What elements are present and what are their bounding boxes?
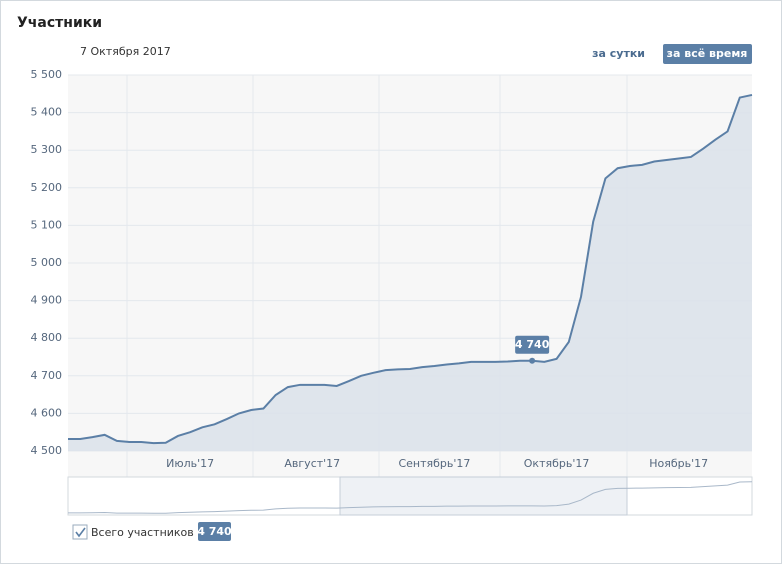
x-tick-label: Ноябрь'17 (649, 457, 708, 470)
range-button-bg[interactable] (663, 44, 752, 64)
value-label: 4 740 (515, 338, 550, 351)
y-tick-label: 5 000 (31, 256, 63, 269)
area (68, 94, 752, 451)
y-tick-label: 5 300 (31, 143, 63, 156)
range-button[interactable]: за всё время (667, 47, 748, 60)
y-tick-label: 5 200 (31, 181, 63, 194)
legend-badge (198, 522, 231, 541)
y-tick-label: 4 800 (31, 331, 63, 344)
x-tick-label: Октябрь'17 (524, 457, 590, 470)
y-tick-label: 5 100 (31, 218, 63, 231)
y-tick-label: 4 700 (31, 369, 63, 382)
navigator-line (68, 481, 753, 514)
x-tick-label: Сентябрь'17 (398, 457, 470, 470)
y-tick-label: 4 900 (31, 294, 63, 307)
point-marker (529, 357, 536, 364)
date-label: 7 Октября 2017 (80, 45, 171, 58)
range-button[interactable]: за сутки (592, 47, 645, 60)
y-tick-label: 5 400 (31, 106, 63, 119)
value-label-bg (515, 335, 550, 354)
legend-value: 4 740 (197, 525, 232, 538)
chart-title: Участники (17, 15, 102, 31)
legend-label[interactable]: Всего участников (91, 526, 194, 539)
x-tick-label: Июль'17 (166, 457, 214, 470)
legend-checkbox[interactable] (72, 524, 88, 540)
y-tick-label: 5 500 (31, 68, 63, 81)
navigator-window[interactable] (339, 476, 628, 516)
line (68, 93, 753, 445)
check-mark (75, 527, 86, 538)
x-tick-label: Август'17 (284, 457, 340, 470)
y-tick-label: 4 600 (31, 406, 63, 419)
y-tick-label: 4 500 (31, 444, 63, 457)
